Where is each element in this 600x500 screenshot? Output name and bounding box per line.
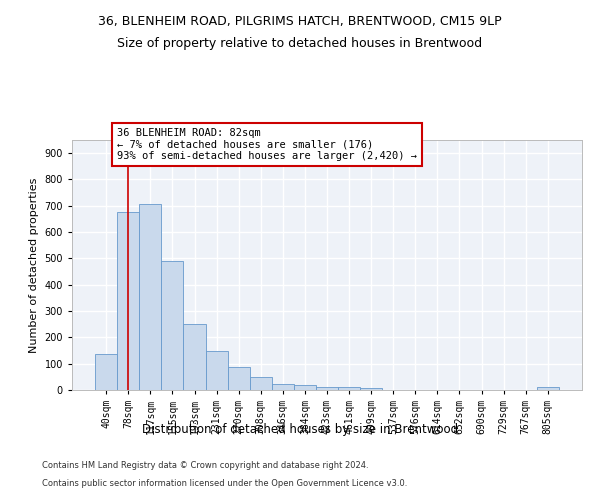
Text: Contains public sector information licensed under the Open Government Licence v3: Contains public sector information licen…: [42, 478, 407, 488]
Bar: [184, 324, 206, 390]
Bar: [95, 354, 117, 390]
Text: Contains HM Land Registry data © Crown copyright and database right 2024.: Contains HM Land Registry data © Crown c…: [42, 461, 368, 470]
Bar: [294, 384, 316, 390]
Bar: [537, 388, 559, 390]
Bar: [139, 204, 161, 390]
Bar: [250, 377, 272, 390]
Text: 36 BLENHEIM ROAD: 82sqm
← 7% of detached houses are smaller (176)
93% of semi-de: 36 BLENHEIM ROAD: 82sqm ← 7% of detached…: [117, 128, 417, 161]
Y-axis label: Number of detached properties: Number of detached properties: [29, 178, 39, 352]
Bar: [117, 212, 139, 390]
Bar: [227, 367, 250, 390]
Text: Size of property relative to detached houses in Brentwood: Size of property relative to detached ho…: [118, 38, 482, 51]
Bar: [272, 384, 294, 390]
Bar: [206, 350, 227, 390]
Text: Distribution of detached houses by size in Brentwood: Distribution of detached houses by size …: [142, 422, 458, 436]
Text: 36, BLENHEIM ROAD, PILGRIMS HATCH, BRENTWOOD, CM15 9LP: 36, BLENHEIM ROAD, PILGRIMS HATCH, BRENT…: [98, 15, 502, 28]
Bar: [161, 261, 184, 390]
Bar: [360, 388, 382, 390]
Bar: [338, 388, 360, 390]
Bar: [316, 387, 338, 390]
